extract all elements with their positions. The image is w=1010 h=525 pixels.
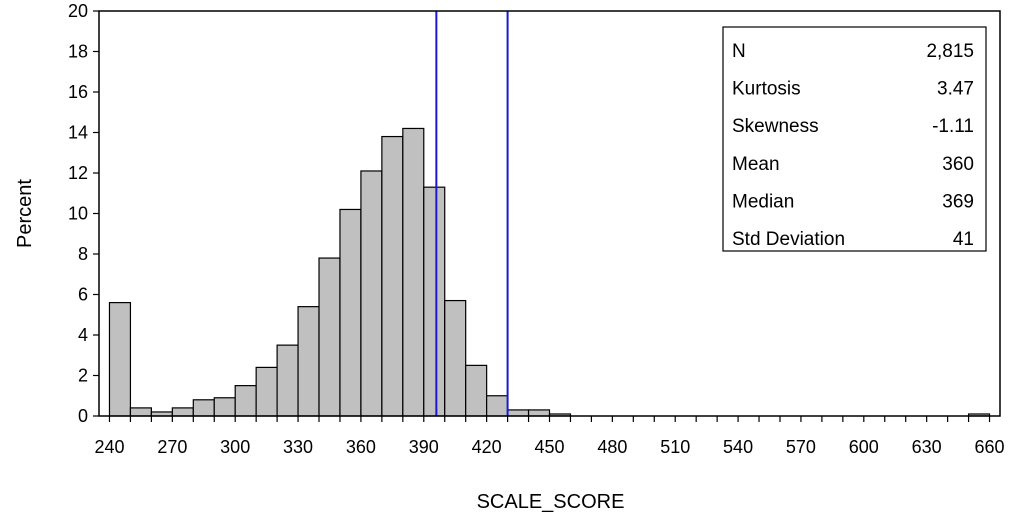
histogram-bar (171, 407, 194, 417)
stats-rows: N 2,815 Kurtosis 3.47 Skewness -1.11 Mean 360 Me… (732, 41, 974, 250)
stat-value: 2,815 (926, 41, 974, 62)
x-axis: 240 270 300 330 360 390 420 450 480 510 540 570 600 6… (94, 416, 1005, 457)
histogram-bar (108, 302, 132, 417)
x-tick-label: 480 (597, 437, 627, 457)
y-axis-title: Percent (14, 179, 36, 248)
y-tick-label: 16 (68, 82, 88, 102)
stat-label: Skewness (732, 116, 819, 137)
y-tick-label: 18 (68, 42, 88, 62)
histogram-bar (255, 366, 278, 417)
histogram-bar (213, 397, 236, 417)
histogram-bar (276, 344, 299, 417)
y-tick-label: 20 (68, 1, 88, 21)
histogram-bar (527, 409, 551, 417)
histogram-bar (486, 395, 509, 417)
histogram-bar (129, 407, 152, 417)
histogram-bar (402, 127, 425, 417)
stat-label: Std Deviation (732, 229, 845, 250)
x-tick-label: 600 (849, 437, 879, 457)
y-tick-label: 12 (68, 163, 88, 183)
stat-label: N (732, 41, 746, 62)
stat-label: Median (732, 191, 794, 212)
histogram-bar (423, 186, 446, 417)
x-tick-label: 420 (472, 437, 502, 457)
x-tick-label: 270 (157, 437, 187, 457)
histogram-bar (444, 299, 467, 417)
y-tick-label: 2 (78, 366, 88, 386)
stats-box: N 2,815 Kurtosis 3.47 Skewness -1.11 Mean 360 Me… (722, 26, 987, 252)
x-tick-label: 510 (660, 437, 690, 457)
histogram-bar (360, 170, 383, 417)
y-axis: 0 2 4 6 8 10 12 14 16 18 20 (68, 1, 99, 426)
histogram-bar (234, 385, 257, 417)
x-tick-label: 630 (912, 437, 942, 457)
x-tick-label: 240 (94, 437, 124, 457)
stat-label: Mean (732, 154, 780, 175)
y-tick-label: 14 (68, 123, 88, 143)
histogram-bar (339, 208, 362, 417)
stat-value: 3.47 (937, 79, 974, 100)
x-tick-label: 660 (974, 437, 1004, 457)
histogram-bar (297, 306, 320, 417)
y-tick-label: 0 (78, 406, 88, 426)
x-tick-label: 390 (409, 437, 439, 457)
stat-label: Kurtosis (732, 79, 801, 100)
histogram-bar (192, 399, 215, 417)
x-tick-label: 450 (534, 437, 564, 457)
histogram-bar (506, 409, 530, 417)
histogram-bar (465, 364, 488, 417)
stat-value: -1.11 (932, 116, 974, 137)
y-tick-label: 4 (78, 325, 88, 345)
histogram-bar (318, 257, 341, 417)
stat-value: 41 (953, 229, 974, 250)
x-axis-title: SCALE_SCORE (477, 491, 625, 513)
y-tick-label: 8 (78, 244, 88, 264)
x-tick-label: 330 (283, 437, 313, 457)
stat-value: 369 (942, 191, 974, 212)
reference-lines-layer (435, 11, 509, 416)
histogram-bar (381, 135, 404, 417)
stat-value: 360 (942, 154, 974, 175)
stats-box-frame (722, 26, 987, 252)
y-tick-label: 6 (78, 285, 88, 305)
x-tick-label: 540 (723, 437, 753, 457)
x-tick-label: 570 (786, 437, 816, 457)
x-tick-label: 300 (220, 437, 250, 457)
x-tick-label: 360 (346, 437, 376, 457)
y-tick-label: 10 (68, 204, 88, 224)
